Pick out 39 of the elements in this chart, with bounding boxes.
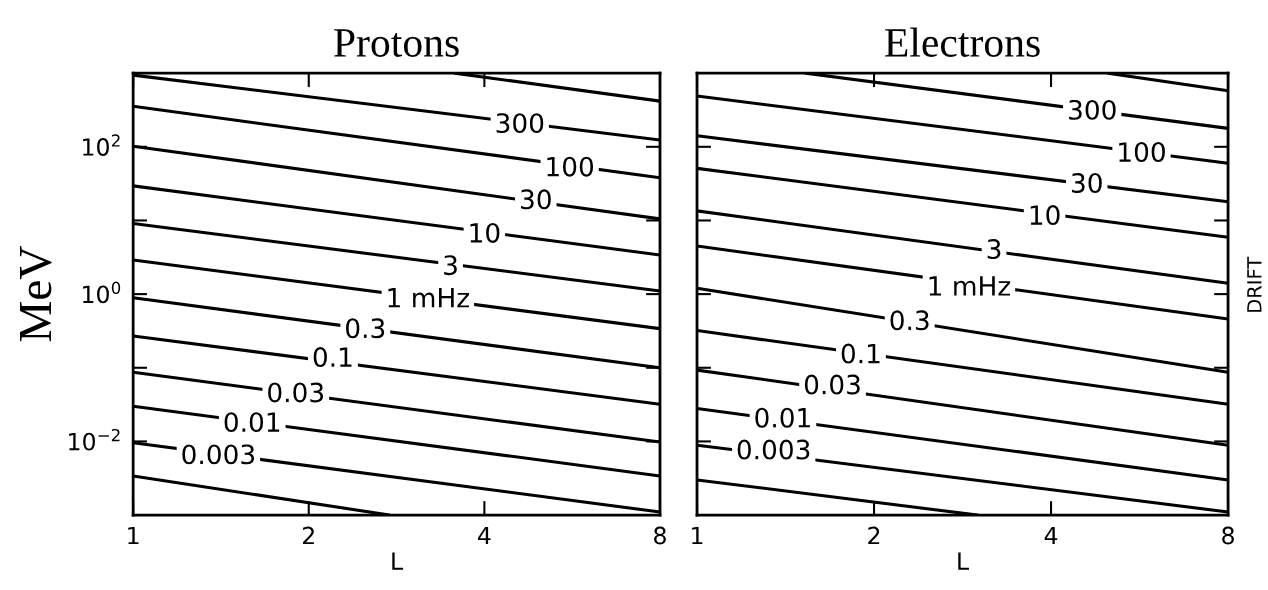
x-axis-title: L bbox=[958, 552, 969, 570]
annotation: 10 bbox=[470, 222, 500, 243]
x-tick-label: 1 bbox=[692, 526, 703, 545]
x-tick-label: 2 bbox=[302, 526, 314, 545]
x-tick-label: 4 bbox=[1044, 526, 1058, 545]
annotation: 30 bbox=[521, 189, 551, 210]
chart-title: Protons bbox=[334, 29, 459, 57]
annotation: 0.3 bbox=[346, 318, 385, 339]
annotation: 0.01 bbox=[224, 412, 280, 433]
y-tick-label: 10$^{2}$ bbox=[83, 134, 120, 156]
annotation: 0.1 bbox=[841, 343, 880, 364]
annotation: 300 bbox=[496, 113, 544, 134]
annotation: 300 bbox=[1069, 99, 1116, 120]
x-tick-label: 4 bbox=[478, 526, 491, 545]
annotation: 10 bbox=[1030, 205, 1060, 226]
x-tick-label: 1 bbox=[128, 526, 139, 545]
text: DRIFT bbox=[1247, 256, 1262, 312]
annotation: 30 bbox=[1071, 173, 1102, 193]
y-tick-label: 10$^{0}$ bbox=[83, 281, 121, 304]
annotation: 3 bbox=[444, 255, 457, 276]
x-axis-title: L bbox=[392, 552, 404, 570]
annotation: 100 bbox=[547, 156, 594, 177]
annotation: 0.03 bbox=[268, 382, 324, 403]
y-tick-label: 10$^{−2}$ bbox=[69, 428, 120, 451]
annotation: 0.003 bbox=[182, 444, 255, 465]
annotation: 0.3 bbox=[890, 310, 929, 331]
x-tick-label: 2 bbox=[868, 526, 880, 545]
chart-title: Electrons bbox=[885, 27, 1040, 57]
annotation: 1 mHz bbox=[388, 288, 469, 308]
annotation: 3 bbox=[987, 239, 1001, 260]
annotation: 0.03 bbox=[804, 374, 860, 395]
annotation: 0.1 bbox=[313, 347, 352, 368]
annotation: 0.01 bbox=[755, 407, 810, 428]
annotation: 100 bbox=[1119, 142, 1165, 163]
x-tick-label: 8 bbox=[1222, 526, 1234, 545]
y-axis-title: MeV bbox=[20, 246, 52, 342]
x-tick-label: 8 bbox=[654, 526, 666, 545]
annotation: 0.003 bbox=[737, 439, 810, 460]
annotation: 1 mHz bbox=[929, 276, 1011, 296]
